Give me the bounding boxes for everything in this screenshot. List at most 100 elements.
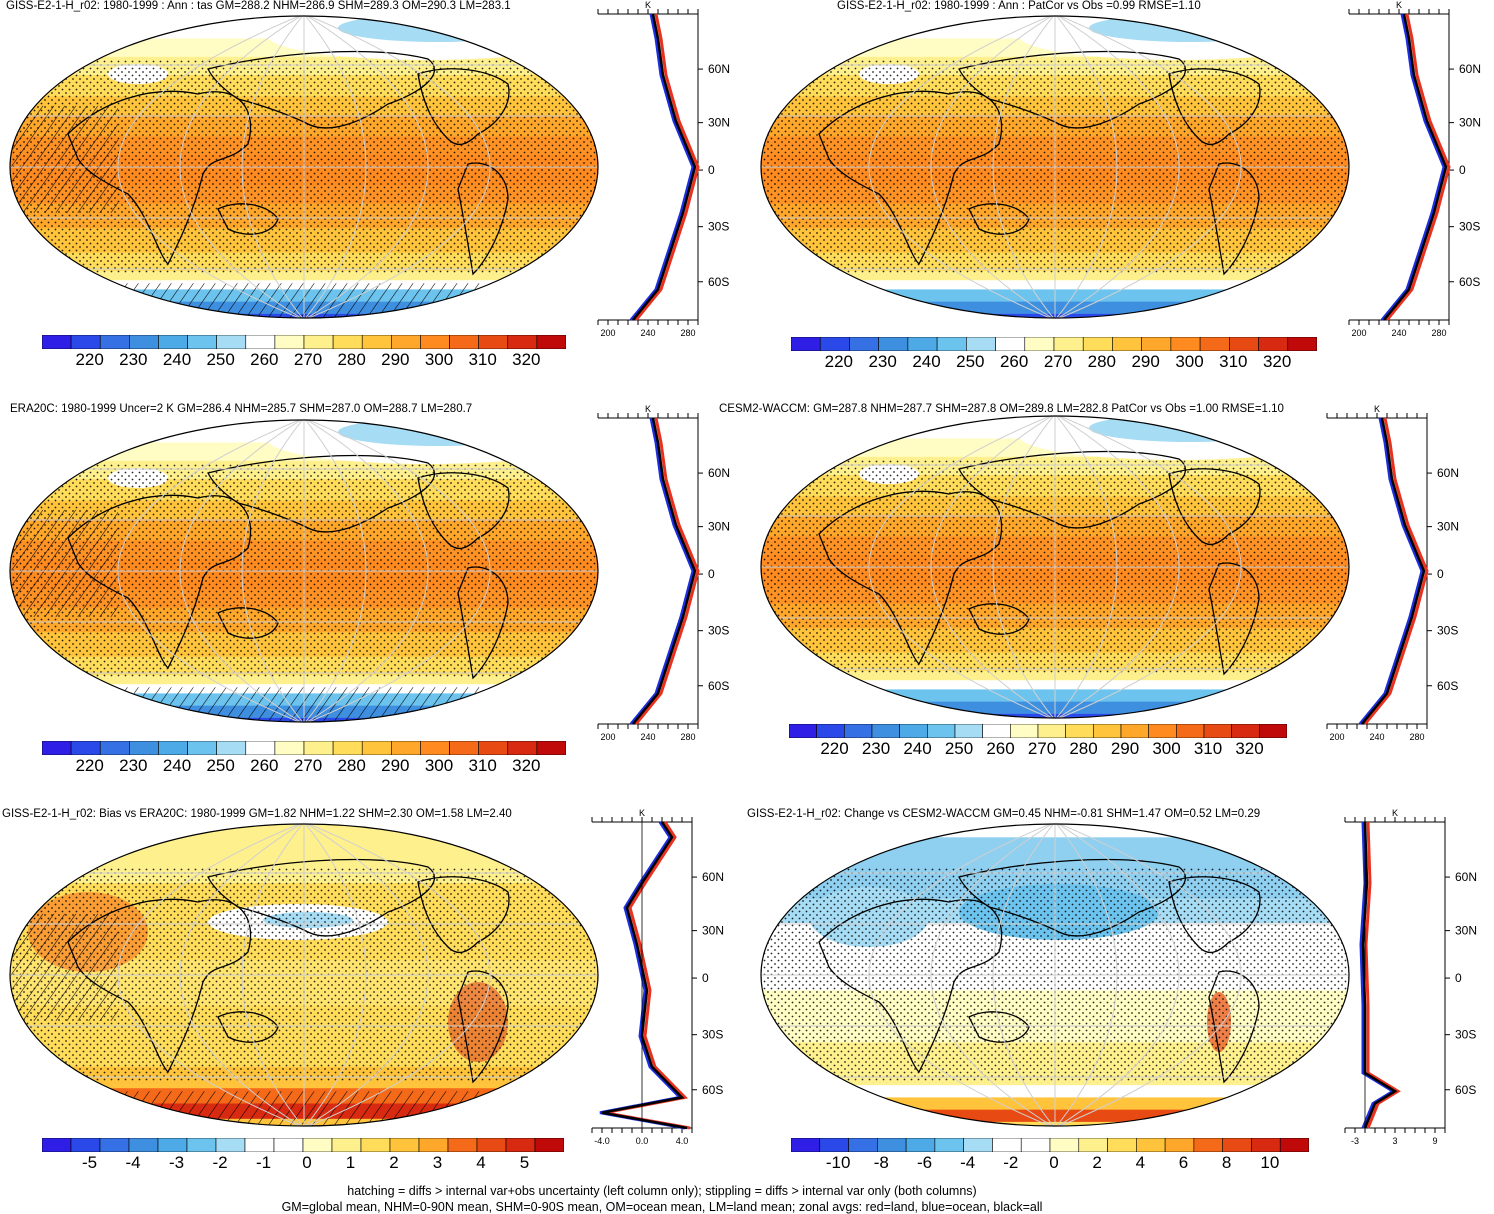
colorbar-swatch	[791, 1138, 821, 1152]
colorbar-swatch	[99, 1138, 130, 1152]
colorbar-labels: -5 -4 -3 -2 -1 0 1 2 3 4 5	[42, 1153, 564, 1175]
colorbar-swatch	[1053, 337, 1084, 351]
colorbar-label: 220	[820, 739, 849, 758]
colorbar-label: 280	[1087, 352, 1117, 371]
colorbar-label: 270	[1027, 739, 1057, 758]
colorbar-swatch	[244, 1138, 275, 1152]
colorbar-label: 280	[337, 756, 366, 775]
colorbar-label: 220	[75, 350, 104, 369]
colorbar	[791, 337, 1317, 351]
colorbar-swatch	[420, 335, 450, 349]
colorbar-label: -8	[873, 1153, 889, 1172]
colorbar-swatch	[1203, 724, 1232, 738]
colorbar-label: 270	[293, 756, 323, 775]
colorbar-label: 10	[1260, 1153, 1280, 1172]
colorbar-label: 300	[1152, 739, 1181, 758]
zonal-lat-tick: 0	[702, 971, 709, 985]
colorbar-swatch	[1037, 724, 1066, 738]
colorbar-swatch	[819, 337, 850, 351]
colorbar-swatch	[1148, 724, 1177, 738]
colorbar-swatch	[1164, 1138, 1195, 1152]
colorbar-swatch	[534, 1138, 564, 1152]
colorbar-swatch	[332, 741, 363, 755]
colorbar-label: 250	[206, 756, 235, 775]
colorbar-swatch	[995, 337, 1026, 351]
colorbar-label: 320	[512, 756, 541, 775]
colorbar-swatch	[274, 741, 305, 755]
panel-title: GISS-E2-1-H_r02: 1980-1999 : Ann : PatCo…	[837, 0, 1201, 12]
zonal-ocean-line	[1358, 417, 1424, 725]
colorbar-swatch	[1107, 1138, 1137, 1152]
colorbar-swatch	[99, 335, 130, 349]
colorbar-label: 230	[119, 350, 148, 369]
colorbar-swatch	[1231, 724, 1260, 738]
colorbar-swatch	[331, 1138, 362, 1152]
zonal-ocean-line	[629, 13, 695, 321]
zonal-mean-plot: K 60N 30N 0 30S 60S -3 3 9	[1344, 808, 1477, 1146]
zonal-x-tick: 240	[1369, 732, 1384, 742]
colorbar-swatch	[819, 1138, 849, 1152]
zonal-lat-tick: 30N	[1437, 520, 1459, 534]
colorbar-swatch	[1093, 724, 1122, 738]
colorbar-label: 230	[861, 739, 891, 758]
colorbar-labels: 220 230 240 250 260 270 280 290 300 310 320	[42, 350, 566, 372]
zonal-lat-tick: 60N	[1437, 466, 1459, 480]
zonal-lat-tick: 30S	[1455, 1028, 1476, 1042]
zonal-x-tick: -4.0	[594, 1136, 610, 1146]
zonal-land-line	[634, 417, 700, 725]
zonal-land-line	[1364, 821, 1401, 1129]
zonal-mean-plot: K 60N 30N 0 30S 60S 200 240 280	[597, 0, 730, 338]
zonal-unit-label: K	[645, 404, 651, 414]
map-robinson	[9, 419, 599, 723]
colorbar-swatch	[927, 724, 956, 738]
colorbar-swatch	[391, 741, 421, 755]
colorbar-swatch	[158, 741, 188, 755]
colorbar-swatch	[1193, 1138, 1223, 1152]
colorbar-swatch	[1136, 1138, 1166, 1152]
colorbar-label: 260	[999, 352, 1029, 371]
panel-bias: GISS-E2-1-H_r02: Bias vs ERA20C: 1980-19…	[0, 800, 747, 1180]
colorbar-swatch	[360, 1138, 391, 1152]
zonal-lat-tick: 30N	[708, 116, 730, 130]
colorbar-swatch	[844, 724, 873, 738]
colorbar-swatch	[302, 1138, 333, 1152]
colorbar-swatch	[1082, 337, 1113, 351]
panel-title: GISS-E2-1-H_r02: Change vs CESM2-WACCM G…	[747, 808, 1261, 820]
map-robinson	[9, 15, 599, 319]
colorbar-label: 240	[162, 756, 192, 775]
colorbar-swatch	[216, 335, 247, 349]
colorbar-swatch	[934, 1138, 964, 1152]
colorbar-swatch	[992, 1138, 1022, 1152]
zonal-land-line	[1363, 417, 1429, 725]
zonal-lat-tick: 60N	[708, 62, 730, 76]
colorbar-swatch	[1279, 1138, 1309, 1152]
colorbar-swatch	[361, 335, 392, 349]
colorbar-label: 280	[1069, 739, 1098, 758]
colorbar-swatch	[449, 741, 479, 755]
colorbar	[791, 1138, 1309, 1152]
colorbar-label: 240	[162, 350, 192, 369]
colorbar-labels: 220 230 240 250 260 270 280 290 300 310 320	[789, 739, 1287, 761]
zonal-lat-tick: 60N	[708, 466, 730, 480]
colorbar-swatch	[187, 741, 217, 755]
zonal-lat-tick: 30N	[1455, 924, 1477, 938]
colorbar-label: 290	[381, 350, 410, 369]
colorbar-swatch	[1010, 724, 1039, 738]
zonal-lat-tick: 30N	[708, 520, 730, 534]
zonal-lat-tick: 30S	[708, 624, 729, 638]
colorbar-swatch	[42, 335, 72, 349]
panel-title: CESM2-WACCM: GM=287.8 NHM=287.7 SHM=287.…	[719, 403, 1284, 415]
colorbar-label: -4	[125, 1153, 141, 1172]
colorbar-swatch	[157, 1138, 188, 1152]
colorbar-swatch	[1020, 1138, 1051, 1152]
zonal-mean-plot: K 60N 30N 0 30S 60S -4.0 0.0 4.0	[591, 808, 724, 1146]
zonal-lat-tick: 60S	[1459, 275, 1480, 289]
colorbar-swatch	[1065, 724, 1094, 738]
colorbar-swatch	[848, 1138, 878, 1152]
colorbar-label: 0	[302, 1153, 312, 1172]
colorbar-label: 4	[476, 1153, 486, 1172]
colorbar-label: -10	[825, 1153, 851, 1172]
colorbar-swatch	[1141, 337, 1172, 351]
colorbar-label: -1	[255, 1153, 272, 1172]
zonal-unit-label: K	[645, 0, 651, 10]
